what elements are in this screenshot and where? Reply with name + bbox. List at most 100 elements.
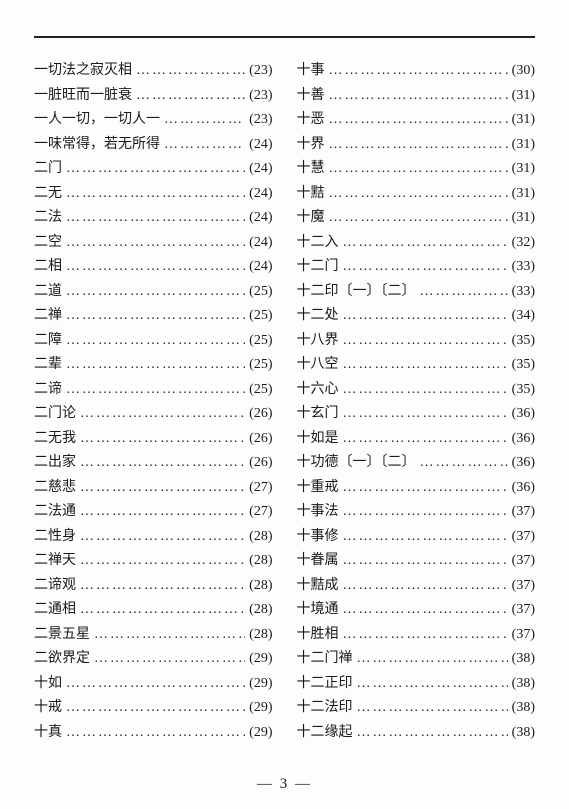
entry-term: 二无 (34, 187, 62, 201)
entry-leader: ……………………………………………………………………………… (420, 285, 508, 299)
entry-page: (36) (512, 432, 535, 446)
entry-page: (28) (249, 554, 272, 568)
entry-term: 十二处 (297, 309, 339, 323)
index-entry: 十善………………………………………………………………………………(31) (297, 89, 536, 103)
entry-page: (30) (512, 64, 535, 78)
index-entry: 二无………………………………………………………………………………(24) (34, 187, 273, 201)
entry-term: 十眷属 (297, 554, 339, 568)
entry-term: 二辈 (34, 358, 62, 372)
entry-term: 一脏旺而一脏衰 (34, 89, 132, 103)
index-entry: 十事修………………………………………………………………………………(37) (297, 530, 536, 544)
entry-term: 二无我 (34, 432, 76, 446)
entry-term: 二禅天 (34, 554, 76, 568)
entry-leader: ……………………………………………………………………………… (343, 236, 508, 250)
entry-leader: ……………………………………………………………………………… (136, 64, 245, 78)
index-entry: 二空………………………………………………………………………………(24) (34, 236, 273, 250)
entry-leader: ……………………………………………………………………………… (164, 138, 245, 152)
entry-page: (33) (512, 285, 535, 299)
entry-leader: ……………………………………………………………………………… (80, 456, 245, 470)
entry-page: (25) (249, 285, 272, 299)
entry-leader: ……………………………………………………………………………… (66, 677, 245, 691)
left-column: 一切法之寂灭相………………………………………………………………………………(23… (34, 64, 273, 750)
entry-term: 十恶 (297, 113, 325, 127)
entry-leader: ……………………………………………………………………………… (66, 162, 245, 176)
entry-page: (24) (249, 162, 272, 176)
entry-leader: ……………………………………………………………………………… (136, 89, 245, 103)
entry-page: (23) (249, 113, 272, 127)
entry-leader: ……………………………………………………………………………… (343, 334, 508, 348)
entry-leader: ……………………………………………………………………………… (357, 726, 508, 740)
entry-leader: ……………………………………………………………………………… (66, 726, 245, 740)
index-entry: 十八界………………………………………………………………………………(35) (297, 334, 536, 348)
entry-term: 十境通 (297, 603, 339, 617)
entry-page: (33) (512, 260, 535, 274)
entry-term: 十魔 (297, 211, 325, 225)
index-entry: 十戒………………………………………………………………………………(29) (34, 701, 273, 715)
entry-page: (31) (512, 211, 535, 225)
entry-leader: ……………………………………………………………………………… (343, 481, 508, 495)
entry-term: 十二门 (297, 260, 339, 274)
entry-term: 二谛 (34, 383, 62, 397)
entry-page: (28) (249, 628, 272, 642)
entry-page: (37) (512, 554, 535, 568)
entry-leader: ……………………………………………………………………………… (80, 579, 245, 593)
entry-term: 十玄门 (297, 407, 339, 421)
entry-leader: ……………………………………………………………………………… (329, 138, 508, 152)
entry-leader: ……………………………………………………………………………… (66, 187, 245, 201)
index-entry: 二障………………………………………………………………………………(25) (34, 334, 273, 348)
entry-term: 十二正印 (297, 677, 353, 691)
index-entry: 十二处………………………………………………………………………………(34) (297, 309, 536, 323)
entry-page: (32) (512, 236, 535, 250)
entry-term: 十二缘起 (297, 726, 353, 740)
top-rule (34, 36, 535, 38)
entry-term: 一人一切，一切人一 (34, 113, 160, 127)
entry-term: 十事修 (297, 530, 339, 544)
index-entry: 十二法印………………………………………………………………………………(38) (297, 701, 536, 715)
index-entry: 十黠成………………………………………………………………………………(37) (297, 579, 536, 593)
index-entry: 二谛………………………………………………………………………………(25) (34, 383, 273, 397)
entry-term: 二出家 (34, 456, 76, 470)
entry-leader: ……………………………………………………………………………… (357, 652, 508, 666)
index-entry: 二法………………………………………………………………………………(24) (34, 211, 273, 225)
entry-term: 十黠 (297, 187, 325, 201)
entry-term: 十慧 (297, 162, 325, 176)
entry-page: (38) (512, 677, 535, 691)
entry-leader: ……………………………………………………………………………… (420, 456, 508, 470)
entry-term: 二慈悲 (34, 481, 76, 495)
index-entry: 二出家………………………………………………………………………………(26) (34, 456, 273, 470)
index-entry: 十二印〔一〕〔二〕………………………………………………………………………………(… (297, 285, 536, 299)
index-entry: 二无我………………………………………………………………………………(26) (34, 432, 273, 446)
index-entry: 十二缘起 ……………………………………………………………………………… (38) (297, 726, 536, 740)
index-entry: 二欲界定………………………………………………………………………………(29) (34, 652, 273, 666)
entry-page: (36) (512, 456, 535, 470)
entry-page: (38) (512, 726, 535, 740)
entry-leader: ……………………………………………………………………………… (94, 652, 245, 666)
entry-page: (24) (249, 260, 272, 274)
entry-term: 十事法 (297, 505, 339, 519)
entry-term: 二法 (34, 211, 62, 225)
entry-leader: ……………………………………………………………………………… (66, 309, 245, 323)
entry-term: 二欲界定 (34, 652, 90, 666)
index-entry: 二慈悲………………………………………………………………………………(27) (34, 481, 273, 495)
entry-term: 二道 (34, 285, 62, 299)
entry-term: 二谛观 (34, 579, 76, 593)
entry-page: (24) (249, 236, 272, 250)
page-number: 3 (280, 776, 290, 792)
entry-term: 十界 (297, 138, 325, 152)
entry-term: 十八界 (297, 334, 339, 348)
entry-page: (31) (512, 162, 535, 176)
entry-term: 十事 (297, 64, 325, 78)
entry-page: (25) (249, 334, 272, 348)
index-entry: 十魔………………………………………………………………………………(31) (297, 211, 536, 225)
entry-page: (38) (512, 701, 535, 715)
entry-leader: ……………………………………………………………………………… (357, 677, 508, 691)
index-entry: 十二入………………………………………………………………………………(32) (297, 236, 536, 250)
entry-term: 十如 (34, 677, 62, 691)
entry-leader: ……………………………………………………………………………… (66, 334, 245, 348)
index-entry: 二禅………………………………………………………………………………(25) (34, 309, 273, 323)
entry-term: 十善 (297, 89, 325, 103)
index-entry: 十二门禅………………………………………………………………………………(38) (297, 652, 536, 666)
index-entry: 十界………………………………………………………………………………(31) (297, 138, 536, 152)
index-entry: 二通相………………………………………………………………………………(28) (34, 603, 273, 617)
index-entry: 二辈………………………………………………………………………………(25) (34, 358, 273, 372)
